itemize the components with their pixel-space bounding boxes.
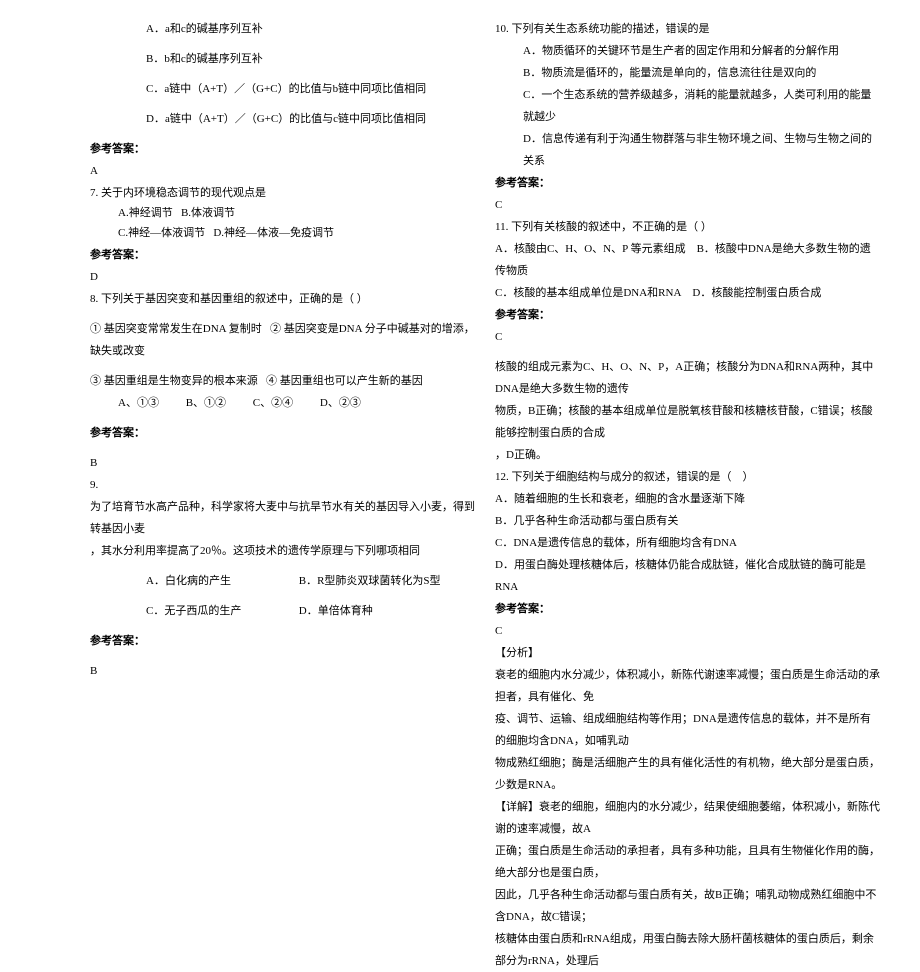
q7-answer-label: 参考答案： bbox=[90, 244, 475, 266]
q7-options-row2: C.神经—体液调节 D.神经—体液—免疫调节 bbox=[90, 224, 475, 244]
q8-option-c: C、②④ bbox=[253, 392, 293, 414]
q10-answer: C bbox=[495, 194, 880, 216]
q10-option-c: C．一个生态系统的营养级越多，消耗的能量就越多，人类可利用的能量就越少 bbox=[495, 84, 880, 128]
q10-answer-label: 参考答案： bbox=[495, 172, 880, 194]
q12-analysis-label: 【分析】 bbox=[495, 642, 880, 664]
q8-answer-label: 参考答案： bbox=[90, 422, 475, 444]
q12-stem: 12. 下列关于细胞结构与成分的叙述，错误的是（ ） bbox=[495, 466, 880, 488]
q11-explain-line1: 核酸的组成元素为C、H、O、N、P，A正确；核酸分为DNA和RNA两种，其中DN… bbox=[495, 356, 880, 400]
q12-detail-line1: 衰老的细胞，细胞内的水分减少，结果使细胞萎缩，体积减小，新陈代谢的速率减慢，故A bbox=[495, 801, 880, 835]
q12-detail-line4: 核糖体由蛋白质和rRNA组成，用蛋白酶去除大肠杆菌核糖体的蛋白质后，剩余部分为r… bbox=[495, 928, 880, 972]
q12-answer: C bbox=[495, 620, 880, 642]
q12-option-a: A．随着细胞的生长和衰老，细胞的含水量逐渐下降 bbox=[495, 488, 880, 510]
q6-option-d: D．a链中（A+T）／（G+C）的比值与c链中同项比值相同 bbox=[90, 108, 475, 130]
q12-analysis-line1: 衰老的细胞内水分减少，体积减小，新陈代谢速率减慢；蛋白质是生命活动的承担者，具有… bbox=[495, 664, 880, 708]
right-column: 10. 下列有关生态系统功能的描述，错误的是 A．物质循环的关键环节是生产者的固… bbox=[495, 18, 880, 972]
q12-detail: 【详解】衰老的细胞，细胞内的水分减少，结果使细胞萎缩，体积减小，新陈代谢的速率减… bbox=[495, 796, 880, 840]
q12-answer-label: 参考答案： bbox=[495, 598, 880, 620]
q8-s3: ③ 基因重组是生物变异的根本来源 bbox=[90, 375, 258, 387]
q10-option-d: D．信息传递有利于沟通生物群落与非生物环境之间、生物与生物之间的关系 bbox=[495, 128, 880, 172]
q9-options-row1: A．白化病的产生 B．R型肺炎双球菌转化为S型 bbox=[90, 570, 475, 592]
q8-options: A、①③ B、①② C、②④ D、②③ bbox=[90, 392, 475, 414]
q9-option-d: D．单倍体育种 bbox=[299, 605, 373, 617]
q6-answer-label: 参考答案： bbox=[90, 138, 475, 160]
q9-answer: B bbox=[90, 660, 475, 682]
q7-option-a: A.神经调节 bbox=[118, 207, 173, 219]
q8-s1: ① 基因突变常常发生在DNA 复制时 bbox=[90, 323, 262, 335]
q8-statements-row2: ③ 基因重组是生物变异的根本来源 ④ 基因重组也可以产生新的基因 bbox=[90, 370, 475, 392]
q9-answer-label: 参考答案： bbox=[90, 630, 475, 652]
q12-option-c: C．DNA是遗传信息的载体，所有细胞均含有DNA bbox=[495, 532, 880, 554]
page-container: A．a和c的碱基序列互补 B．b和c的碱基序列互补 C．a链中（A+T）／（G+… bbox=[0, 0, 920, 972]
q9-option-c: C．无子西瓜的生产 bbox=[146, 600, 296, 622]
q7-answer: D bbox=[90, 266, 475, 288]
q12-detail-line2: 正确；蛋白质是生命活动的承担者，具有多种功能，且具有生物催化作用的酶，绝大部分也… bbox=[495, 840, 880, 884]
q7-option-b: B.体液调节 bbox=[181, 207, 235, 219]
q6-option-a: A．a和c的碱基序列互补 bbox=[90, 18, 475, 40]
q9-options-row2: C．无子西瓜的生产 D．单倍体育种 bbox=[90, 600, 475, 622]
q11-explain-line2: 物质，B正确；核酸的基本组成单位是脱氧核苷酸和核糖核苷酸，C错误；核酸能够控制蛋… bbox=[495, 400, 880, 444]
q11-option-a: A．核酸由C、H、O、N、P 等元素组成 bbox=[495, 243, 686, 255]
q10-option-b: B．物质流是循环的，能量流是单向的，信息流往往是双向的 bbox=[495, 62, 880, 84]
q8-answer: B bbox=[90, 452, 475, 474]
q11-answer: C bbox=[495, 326, 880, 348]
q8-option-d: D、②③ bbox=[320, 392, 361, 414]
q7-options-row1: A.神经调节 B.体液调节 bbox=[90, 204, 475, 224]
q12-analysis-line2: 疫、调节、运输、组成细胞结构等作用；DNA是遗传信息的载体，并不是所有的细胞均含… bbox=[495, 708, 880, 752]
q8-option-a: A、①③ bbox=[118, 392, 159, 414]
q12-option-d: D．用蛋白酶处理核糖体后，核糖体仍能合成肽链，催化合成肽链的酶可能是RNA bbox=[495, 554, 880, 598]
q7-option-d: D.神经—体液—免疫调节 bbox=[213, 227, 334, 239]
q12-option-b: B．几乎各种生命活动都与蛋白质有关 bbox=[495, 510, 880, 532]
q11-explain-line3: ，D正确。 bbox=[495, 444, 880, 466]
q8-stem: 8. 下列关于基因突变和基因重组的叙述中，正确的是（ ） bbox=[90, 288, 475, 310]
q11-stem: 11. 下列有关核酸的叙述中，不正确的是（ ） bbox=[495, 216, 880, 238]
q9-number: 9. bbox=[90, 474, 475, 496]
q12-detail-line3: 因此，几乎各种生命活动都与蛋白质有关，故B正确；哺乳动物成熟红细胞中不含DNA，… bbox=[495, 884, 880, 928]
q11-answer-label: 参考答案： bbox=[495, 304, 880, 326]
q7-stem: 7. 关于内环境稳态调节的现代观点是 bbox=[90, 182, 475, 204]
q9-option-a: A．白化病的产生 bbox=[146, 570, 296, 592]
q9-stem-line1: 为了培育节水高产品种，科学家将大麦中与抗旱节水有关的基因导入小麦，得到转基因小麦 bbox=[90, 496, 475, 540]
q12-analysis-line3: 物成熟红细胞；酶是活细胞产生的具有催化活性的有机物，绝大部分是蛋白质，少数是RN… bbox=[495, 752, 880, 796]
q11-options-row1: A．核酸由C、H、O、N、P 等元素组成 B．核酸中DNA是绝大多数生物的遗传物… bbox=[495, 238, 880, 282]
q8-s4: ④ 基因重组也可以产生新的基因 bbox=[266, 375, 423, 387]
q11-options-row2: C．核酸的基本组成单位是DNA和RNA D．核酸能控制蛋白质合成 bbox=[495, 282, 880, 304]
q7-option-c: C.神经—体液调节 bbox=[118, 227, 205, 239]
q8-statements-row1: ① 基因突变常常发生在DNA 复制时 ② 基因突变是DNA 分子中碱基对的增添，… bbox=[90, 318, 475, 362]
q8-option-b: B、①② bbox=[186, 392, 226, 414]
q6-option-b: B．b和c的碱基序列互补 bbox=[90, 48, 475, 70]
q6-option-c: C．a链中（A+T）／（G+C）的比值与b链中同项比值相同 bbox=[90, 78, 475, 100]
q10-option-a: A．物质循环的关键环节是生产者的固定作用和分解者的分解作用 bbox=[495, 40, 880, 62]
q9-option-b: B．R型肺炎双球菌转化为S型 bbox=[299, 575, 441, 587]
q12-detail-label: 【详解】 bbox=[495, 801, 539, 813]
q9-stem-line2: ，其水分利用率提高了20％。这项技术的遗传学原理与下列哪项相同 bbox=[90, 540, 475, 562]
q11-option-d: D．核酸能控制蛋白质合成 bbox=[692, 287, 821, 299]
q11-option-c: C．核酸的基本组成单位是DNA和RNA bbox=[495, 287, 681, 299]
left-column: A．a和c的碱基序列互补 B．b和c的碱基序列互补 C．a链中（A+T）／（G+… bbox=[90, 18, 475, 972]
q6-answer: A bbox=[90, 160, 475, 182]
q10-stem: 10. 下列有关生态系统功能的描述，错误的是 bbox=[495, 18, 880, 40]
